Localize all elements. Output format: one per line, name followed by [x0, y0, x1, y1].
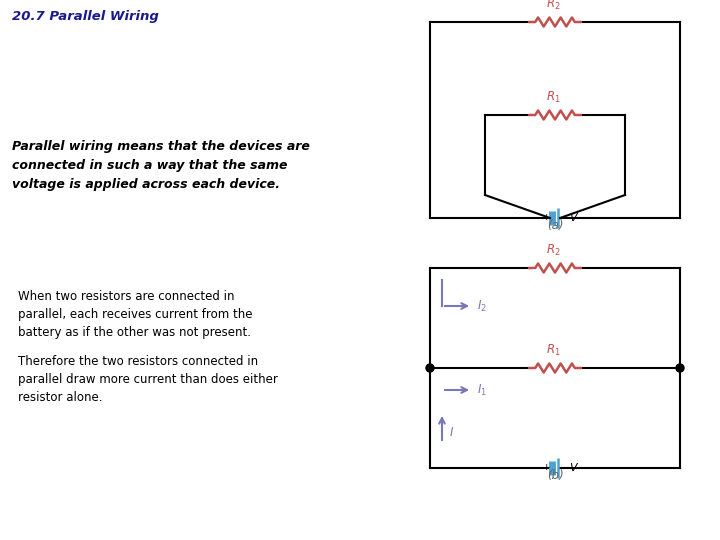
Circle shape	[676, 364, 684, 372]
Text: 20.7 Parallel Wiring: 20.7 Parallel Wiring	[12, 10, 159, 23]
Text: +: +	[542, 213, 550, 222]
Text: $R_2$: $R_2$	[546, 243, 560, 258]
Text: V: V	[569, 213, 577, 223]
Text: $R_1$: $R_1$	[546, 343, 560, 358]
Text: (b): (b)	[546, 469, 563, 482]
Text: $I_1$: $I_1$	[477, 382, 487, 397]
Text: (a): (a)	[546, 219, 563, 232]
Circle shape	[426, 364, 434, 372]
Text: I: I	[450, 427, 454, 440]
Text: When two resistors are connected in
parallel, each receives current from the
bat: When two resistors are connected in para…	[18, 290, 253, 339]
Text: −: −	[560, 213, 568, 222]
Text: $R_2$: $R_2$	[546, 0, 560, 12]
Text: +: +	[542, 463, 550, 472]
Text: Parallel wiring means that the devices are
connected in such a way that the same: Parallel wiring means that the devices a…	[12, 140, 310, 191]
Text: Therefore the two resistors connected in
parallel draw more current than does ei: Therefore the two resistors connected in…	[18, 355, 278, 404]
Text: −: −	[560, 463, 568, 472]
Text: $I_2$: $I_2$	[477, 299, 487, 314]
Text: V: V	[569, 463, 577, 473]
Text: $R_1$: $R_1$	[546, 90, 560, 105]
